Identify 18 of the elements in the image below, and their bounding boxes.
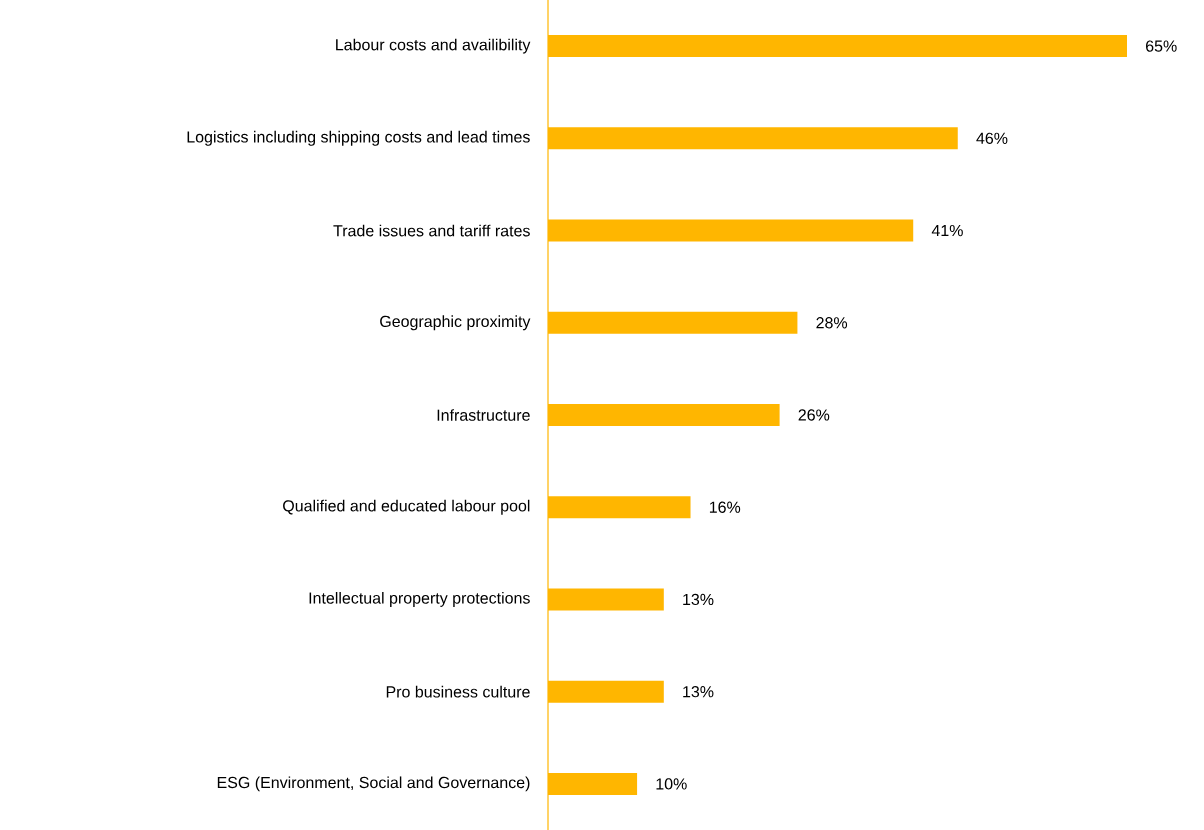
data-label: 65% xyxy=(1146,40,1177,52)
data-label: 13% xyxy=(683,686,714,698)
y-tick-label: Trade issues and tariff rates xyxy=(333,224,530,237)
data-label: 28% xyxy=(816,317,848,329)
y-tick-label: Intellectual property protections xyxy=(309,591,530,607)
y-tick-label: Labour costs and availibility xyxy=(336,38,531,54)
data-label: 41% xyxy=(931,224,963,237)
data-label: 13% xyxy=(683,593,714,606)
y-tick-label: Qualified and educated labour pool xyxy=(283,499,530,515)
data-label: 26% xyxy=(798,409,830,421)
data-label: 10% xyxy=(656,778,687,790)
y-tick-label: Geographic proximity xyxy=(380,315,531,331)
y-tick-label: Pro business culture xyxy=(386,685,530,698)
data-label: 16% xyxy=(709,501,741,513)
y-tick-label: Infrastructure xyxy=(437,409,530,421)
y-tick-label: Logistics including shipping costs and lead times xyxy=(187,130,530,146)
data-label: 46% xyxy=(976,132,1008,144)
y-tick-label: ESG (Environment, Social and Governance) xyxy=(217,776,530,792)
